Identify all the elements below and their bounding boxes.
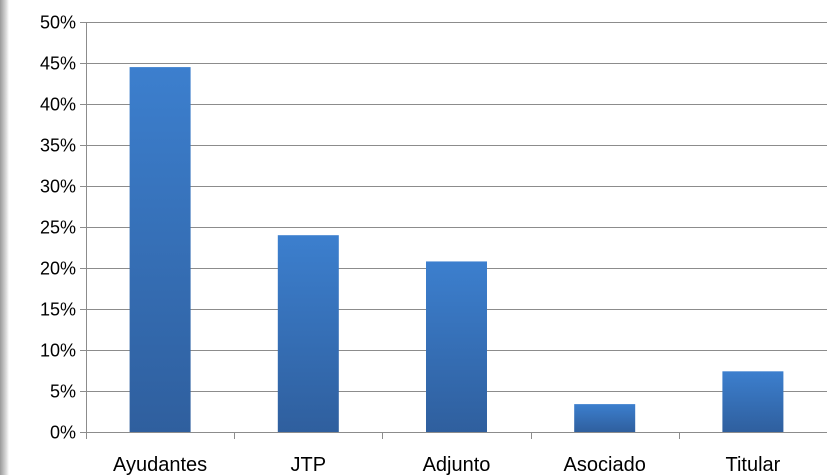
y-tick-label: 5% [50,382,76,402]
y-tick-label: 20% [40,259,76,279]
y-tick-label: 50% [40,13,76,33]
y-tick-label: 40% [40,95,76,115]
labels: 0% 5% 10% 15% 20% 25% 30% 35% 40% 45% 50% Ayudantes… [40,13,781,475]
y-tick-label: 25% [40,218,76,238]
bars [129,67,784,432]
x-category-label: JTP [291,454,327,475]
y-tick-label: 35% [40,136,76,156]
bar-adjunto [426,261,487,432]
gridlines [86,22,827,392]
bar-ayudantes [129,67,191,432]
left-edge-shadow [0,0,9,475]
y-tick-label: 10% [40,341,76,361]
y-tick-label: 15% [40,300,76,320]
x-category-label: Ayudantes [113,454,207,475]
y-tick-label: 45% [40,54,76,74]
y-tick-label: 0% [50,423,76,443]
x-category-label: Titular [725,454,780,475]
y-tick-label: 30% [40,177,76,197]
x-category-label: Asociado [564,454,646,475]
axes [80,22,827,439]
bar-asociado [574,404,636,432]
bar-jtp [277,235,339,432]
x-category-label: Adjunto [423,454,491,475]
bar-titular [722,371,784,432]
